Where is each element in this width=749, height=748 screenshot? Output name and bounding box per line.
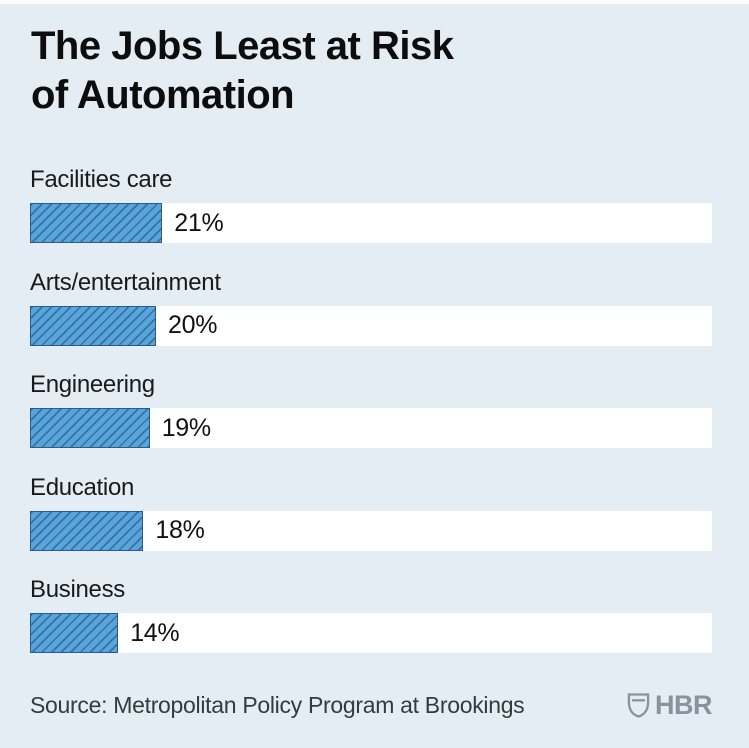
value-label: 18%: [155, 516, 205, 544]
chart-title: The Jobs Least at Risk of Automation: [31, 22, 454, 120]
source-note: Source: Metropolitan Policy Program at B…: [30, 692, 525, 718]
hbr-shield-icon: [627, 693, 650, 718]
category-label: Arts/entertainment: [30, 268, 221, 296]
bar-track: 19%: [30, 408, 712, 448]
bar-row-business: Business 14%: [30, 575, 712, 653]
hbr-logo: HBR: [627, 690, 713, 721]
footer: Source: Metropolitan Policy Program at B…: [30, 690, 713, 721]
bar-track: 20%: [30, 305, 712, 346]
value-label: 14%: [130, 618, 180, 647]
bar-track: 21%: [30, 203, 712, 243]
top-border-strip: [0, 0, 749, 4]
bar-row-arts-entertainment: Arts/entertainment 20%: [30, 268, 712, 346]
bar-track: 14%: [30, 613, 712, 653]
bar-business: [30, 613, 119, 653]
category-label: Facilities care: [30, 166, 173, 193]
category-label: Business: [30, 576, 125, 603]
value-label: 20%: [168, 311, 218, 339]
value-label: 19%: [161, 413, 211, 442]
bar-track: 18%: [30, 510, 712, 551]
chart-title-line1: The Jobs Least at Risk: [31, 24, 454, 68]
bar-education: [30, 510, 144, 551]
value-label: 21%: [174, 208, 224, 237]
category-label: Engineering: [30, 371, 155, 398]
category-label: Education: [30, 473, 135, 501]
bar-facilities-care: [30, 203, 163, 243]
hbr-logo-text: HBR: [655, 690, 713, 720]
bar-arts-entertainment: [30, 305, 156, 346]
bar-engineering: [30, 408, 150, 448]
bar-chart: Facilities care 21% Arts/entertainment 2…: [30, 165, 712, 678]
bar-row-engineering: Engineering 19%: [30, 370, 712, 448]
chart-title-line2: of Automation: [31, 73, 295, 117]
bar-row-facilities-care: Facilities care 21%: [30, 165, 712, 243]
bar-row-education: Education 18%: [30, 473, 712, 551]
